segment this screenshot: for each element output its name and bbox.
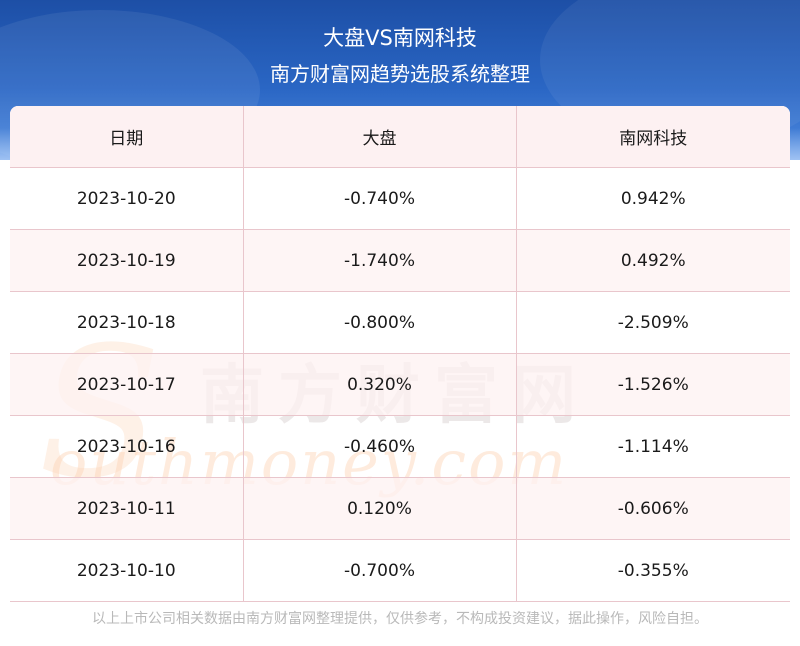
- cell-stock: -1.526%: [516, 353, 790, 416]
- cell-market: -0.740%: [243, 167, 517, 230]
- page-subtitle: 南方财富网趋势选股系统整理: [270, 62, 530, 86]
- column-header-market: 大盘: [243, 106, 517, 168]
- cell-date: 2023-10-20: [10, 167, 244, 230]
- cell-market: -0.700%: [243, 539, 517, 602]
- cell-market: 0.120%: [243, 477, 517, 540]
- cell-date: 2023-10-16: [10, 415, 244, 478]
- cell-market: 0.320%: [243, 353, 517, 416]
- table-row: 2023-10-19 -1.740% 0.492%: [10, 229, 790, 292]
- page-title: 大盘VS南网科技: [323, 26, 477, 50]
- cell-stock: -0.355%: [516, 539, 790, 602]
- comparison-table: 日期 大盘 南网科技 2023-10-20 -0.740% 0.942% 202…: [10, 106, 790, 602]
- cell-market: -1.740%: [243, 229, 517, 292]
- cell-stock: -0.606%: [516, 477, 790, 540]
- cell-market: -0.460%: [243, 415, 517, 478]
- table-card: 日期 大盘 南网科技 2023-10-20 -0.740% 0.942% 202…: [10, 106, 790, 602]
- column-header-stock: 南网科技: [516, 106, 790, 168]
- column-header-date: 日期: [10, 106, 244, 168]
- table-row: 2023-10-17 0.320% -1.526%: [10, 353, 790, 416]
- table-row: 2023-10-16 -0.460% -1.114%: [10, 415, 790, 478]
- table-row: 2023-10-18 -0.800% -2.509%: [10, 291, 790, 354]
- cell-date: 2023-10-17: [10, 353, 244, 416]
- cell-date: 2023-10-19: [10, 229, 244, 292]
- cell-stock: -2.509%: [516, 291, 790, 354]
- table-row: 2023-10-20 -0.740% 0.942%: [10, 167, 790, 230]
- cell-date: 2023-10-18: [10, 291, 244, 354]
- cell-stock: 0.942%: [516, 167, 790, 230]
- cell-stock: -1.114%: [516, 415, 790, 478]
- cell-market: -0.800%: [243, 291, 517, 354]
- cell-date: 2023-10-10: [10, 539, 244, 602]
- cell-date: 2023-10-11: [10, 477, 244, 540]
- table-header-row: 日期 大盘 南网科技: [10, 106, 790, 168]
- cell-stock: 0.492%: [516, 229, 790, 292]
- table-row: 2023-10-10 -0.700% -0.355%: [10, 539, 790, 602]
- table-row: 2023-10-11 0.120% -0.606%: [10, 477, 790, 540]
- footer-disclaimer: 以上上市公司相关数据由南方财富网整理提供，仅供参考，不构成投资建议，据此操作，风…: [92, 611, 708, 627]
